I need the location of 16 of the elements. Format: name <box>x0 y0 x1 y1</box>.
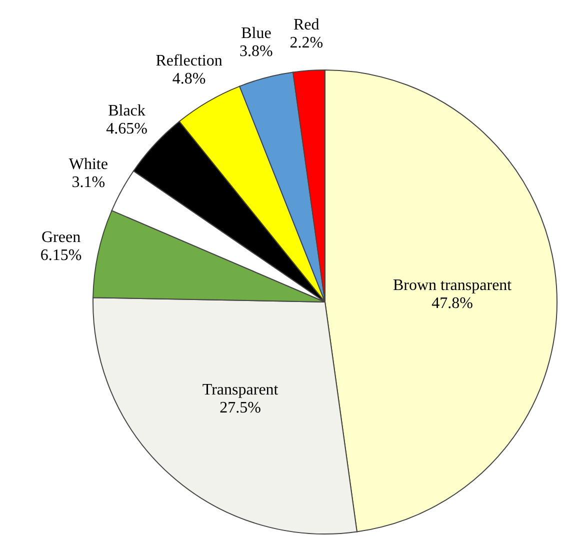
data-label: 3.1% <box>72 174 106 191</box>
slice-label: Red <box>293 16 320 34</box>
data-label: 27.5% <box>220 399 261 416</box>
slice-label: Brown transparent <box>392 277 512 294</box>
data-label: 2.2% <box>290 34 324 52</box>
data-label: 47.8% <box>432 295 473 312</box>
slice-label: Green <box>42 229 81 246</box>
slice-label: Transparent <box>202 381 279 398</box>
data-label: 6.15% <box>40 247 82 264</box>
slice-label: Reflection <box>156 52 222 70</box>
data-label: 3.8% <box>240 42 273 60</box>
data-label: 4.65% <box>106 120 148 138</box>
slice-label: Black <box>108 102 146 120</box>
slice-label: White <box>68 156 108 173</box>
slice-label: Blue <box>241 24 272 42</box>
data-label: 4.8% <box>172 70 206 88</box>
